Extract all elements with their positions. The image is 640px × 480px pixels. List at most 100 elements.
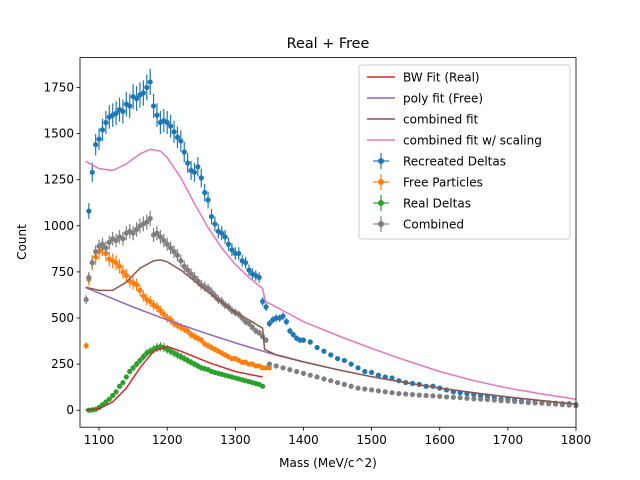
data-point [113,110,119,116]
data-point [110,392,116,399]
data-point [355,365,361,371]
legend-label: combined fit [403,113,479,127]
plot-frame [79,57,577,428]
data-point [348,383,354,389]
series-combined [83,210,579,409]
data-point [471,396,477,402]
data-point [171,129,177,135]
data-point [185,160,191,166]
data-point [137,287,143,293]
data-point [164,119,170,126]
legend-label: poly fit (Free) [403,92,483,106]
fit-line-bw-fit-real- [85,345,263,411]
data-point [256,330,262,336]
data-point [106,396,112,402]
legend-marker [378,221,384,227]
data-point [341,381,347,388]
data-point [168,123,174,129]
y-tick-label: 1000 [43,219,74,233]
data-point [127,103,133,109]
data-point [147,79,153,85]
data-point [181,149,187,155]
x-axis-label: Mass (MeV/c^2) [279,456,377,470]
data-point [147,298,153,305]
data-point [498,398,504,404]
legend-label: Free Particles [403,176,483,190]
data-point [314,344,320,351]
data-point [409,391,416,398]
data-point [83,343,89,349]
y-tick-label: 1750 [43,80,74,94]
y-tick-label: 1250 [43,173,74,187]
data-point [362,386,368,392]
x-tick-label: 1400 [288,433,319,447]
data-point [99,241,106,247]
legend-box [358,64,571,240]
data-point [546,401,552,407]
data-point [144,219,150,225]
data-point [328,378,334,384]
data-point [191,169,198,175]
data-point [161,237,167,244]
data-point [116,383,123,389]
y-tick-label: 0 [66,403,74,417]
data-point [133,361,140,367]
data-point [341,357,347,364]
data-point [266,320,273,327]
data-point [113,237,119,244]
y-axis-label: Count [15,224,29,260]
legend: BW Fit (Real) poly fit (Free) combined fit… [358,64,571,240]
y-tick-label: 750 [51,265,74,279]
data-point [423,392,429,399]
data-point [375,388,382,394]
data-point [157,308,163,314]
data-point [464,395,470,401]
data-point [96,136,102,142]
data-point [164,241,170,247]
data-point [256,274,262,281]
data-point [229,247,235,253]
legend-label: Combined [403,218,464,232]
data-point [539,400,545,406]
data-point [93,142,99,148]
legend-label: combined fit w/ scaling [403,134,542,148]
data-point [113,260,119,266]
x-tick-label: 1800 [561,433,592,447]
data-point [205,197,211,203]
data-point [246,267,252,273]
data-point [457,395,463,401]
data-point [86,208,92,214]
data-point [150,103,157,109]
data-point [185,328,191,334]
data-point [430,393,436,399]
data-point [144,84,150,91]
data-point [174,252,181,258]
data-point [106,239,112,245]
data-point [140,354,146,360]
data-point [403,391,409,397]
data-point [294,368,300,375]
data-point [532,400,538,406]
plot-area [83,68,579,413]
data-point [225,241,232,247]
data-point [120,379,126,386]
data-point [450,394,456,400]
data-point [103,119,109,126]
data-point [263,304,269,310]
data-point [290,332,296,338]
data-point [120,108,126,115]
data-point [127,368,133,375]
x-tick-label: 1100 [84,433,115,447]
data-point [369,387,375,393]
data-point [123,374,129,380]
data-point [348,361,354,367]
data-point [130,365,136,371]
data-point [86,274,92,281]
data-point [161,311,167,317]
data-point [273,363,279,369]
y-tick-label: 1500 [43,127,74,141]
data-point [188,271,194,277]
data-point [396,391,402,397]
data-point [283,319,290,325]
data-point [382,389,388,395]
